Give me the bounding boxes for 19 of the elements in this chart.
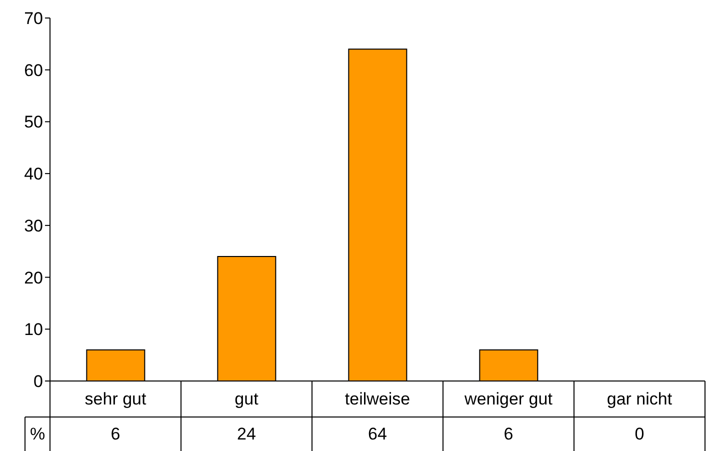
y-tick-label: 50 xyxy=(24,112,43,132)
y-tick-label: 10 xyxy=(24,320,43,340)
data-label: 6 xyxy=(504,424,514,444)
data-label: 64 xyxy=(368,424,387,444)
x-tick-label: sehr gut xyxy=(84,389,146,408)
data-label: 24 xyxy=(237,424,256,444)
y-tick-label: 40 xyxy=(24,164,43,184)
y-tick-label: 0 xyxy=(34,372,43,392)
x-tick-label: teilweise xyxy=(344,389,410,408)
data-label: 6 xyxy=(110,424,120,444)
x-tick-label: weniger gut xyxy=(464,389,553,408)
x-tick-label: gar nicht xyxy=(606,389,672,408)
data-label: 0 xyxy=(634,424,644,444)
y-tick-label: 20 xyxy=(24,268,43,288)
y-axis-title: % xyxy=(30,424,46,444)
x-tick-label: gut xyxy=(234,389,259,408)
y-tick-label: 60 xyxy=(24,60,43,80)
y-tick-label: 30 xyxy=(24,216,43,236)
y-tick-label: 70 xyxy=(24,9,43,28)
